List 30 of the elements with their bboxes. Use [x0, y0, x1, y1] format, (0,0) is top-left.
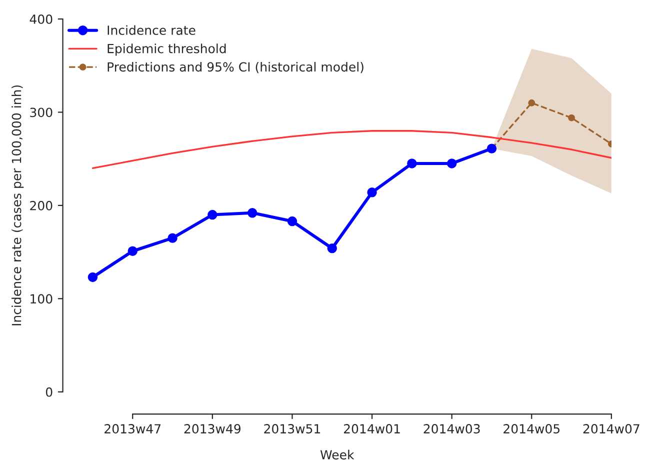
- x-tick-label: 2014w07: [583, 424, 640, 434]
- point: [367, 188, 377, 198]
- x-tick-label: 2014w05: [504, 424, 560, 434]
- x-tick-label: 2013w47: [104, 424, 161, 434]
- point: [88, 272, 98, 282]
- y-tick-label: 0: [46, 387, 52, 397]
- y-tick-label: 300: [30, 108, 52, 118]
- y-tick-label: 100: [30, 294, 52, 304]
- point: [568, 114, 575, 122]
- y-axis-title: Incidence rate (cases per 100,000 inh): [12, 85, 24, 326]
- legend-label: Incidence rate: [108, 25, 196, 35]
- point: [208, 210, 218, 220]
- point: [407, 158, 417, 168]
- y-tick-label: 200: [30, 200, 52, 210]
- x-tick-label: 2013w51: [264, 424, 320, 434]
- point: [168, 233, 178, 243]
- y-tick-label: 400: [30, 14, 52, 24]
- legend-label: Epidemic threshold: [108, 44, 226, 56]
- point: [327, 243, 337, 254]
- point: [128, 246, 138, 256]
- point: [247, 208, 258, 218]
- point: [446, 158, 457, 168]
- x-axis-title: Week: [320, 450, 354, 460]
- line-series: [92, 130, 612, 169]
- x-tick-label: 2013w49: [184, 424, 241, 434]
- legend-label: Predictions and 95% CI (historical model): [108, 62, 364, 74]
- x-tick-label: 2014w01: [344, 424, 400, 434]
- point: [287, 216, 298, 226]
- point: [528, 99, 536, 106]
- x-tick-label: 2014w03: [424, 424, 480, 434]
